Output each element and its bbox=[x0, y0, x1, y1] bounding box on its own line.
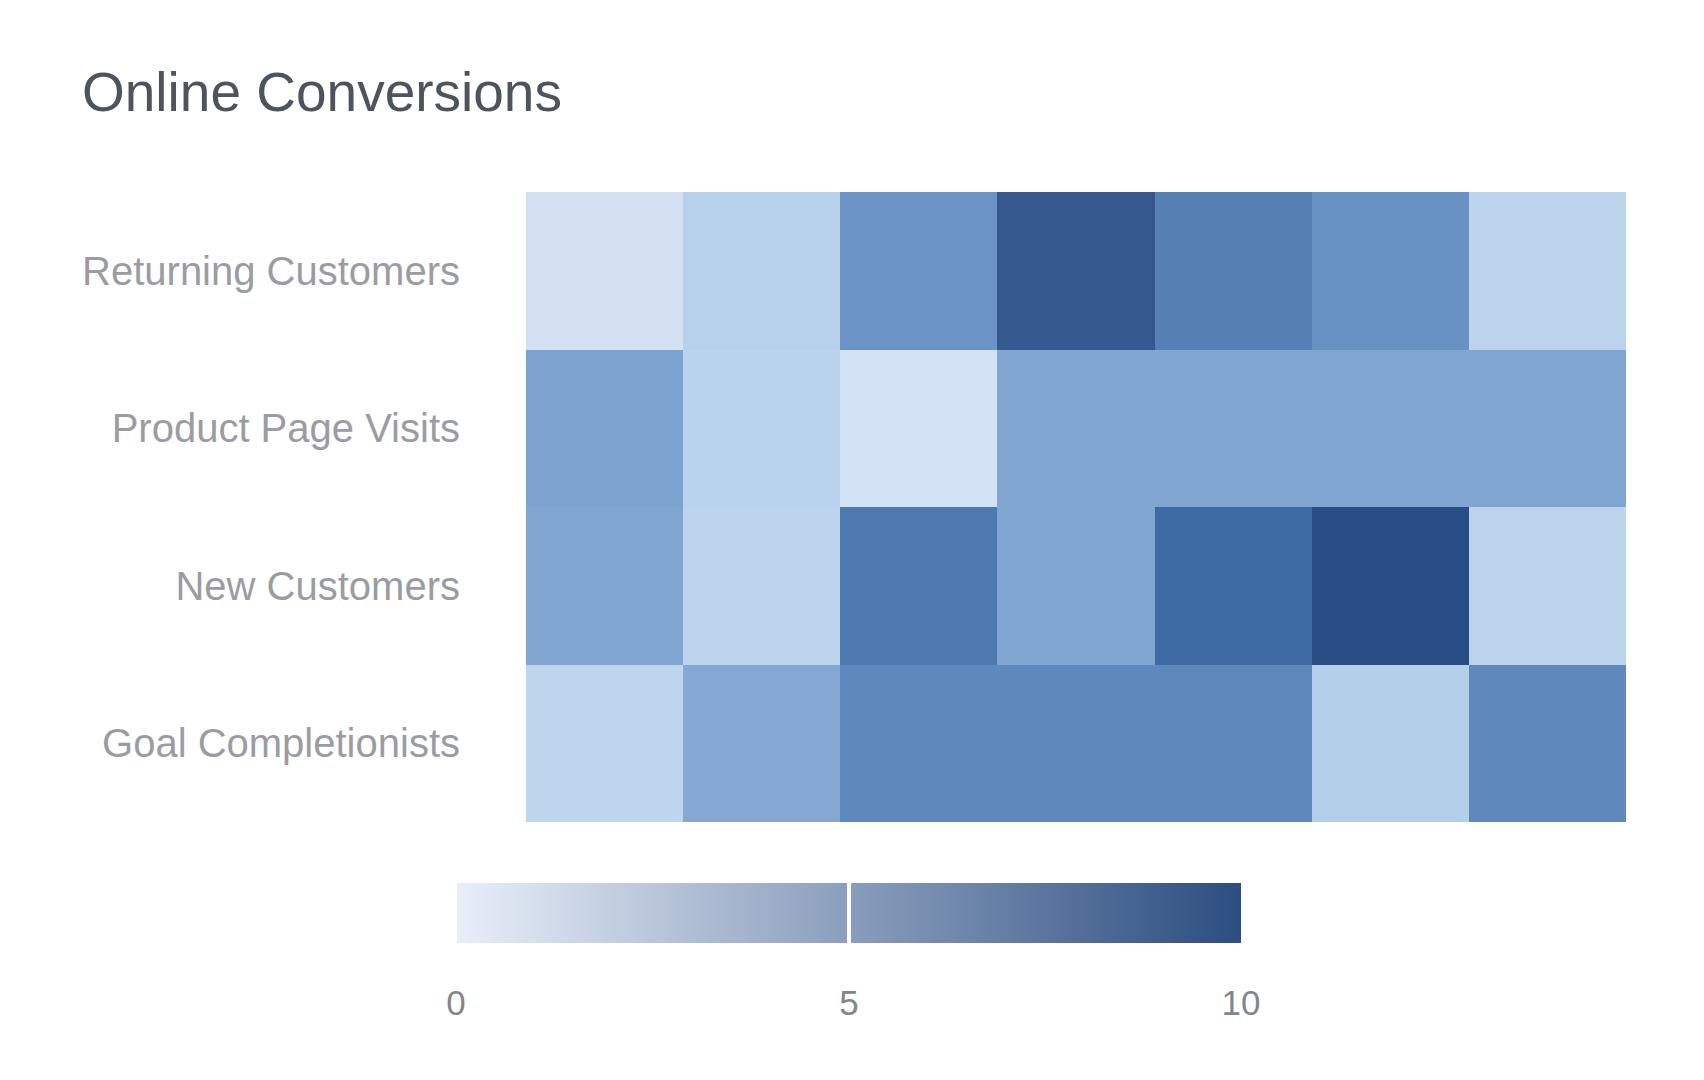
row-label-new-customers: New Customers bbox=[0, 564, 460, 608]
heatmap-cell-r1-c4 bbox=[997, 192, 1154, 350]
heatmap-cell-r3-c5 bbox=[1155, 507, 1312, 665]
heatmap-cell-r2-c1 bbox=[526, 350, 683, 508]
heatmap-cell-r3-c7 bbox=[1469, 507, 1626, 665]
heatmap-cell-r4-c1 bbox=[526, 665, 683, 823]
heatmap-cell-r4-c6 bbox=[1312, 665, 1469, 823]
heatmap-cell-r1-c6 bbox=[1312, 192, 1469, 350]
heatmap-cell-r4-c7 bbox=[1469, 665, 1626, 823]
heatmap-cell-r4-c5 bbox=[1155, 665, 1312, 823]
heatmap-cell-r1-c2 bbox=[683, 192, 840, 350]
heatmap-cell-r1-c3 bbox=[840, 192, 997, 350]
heatmap-cell-r2-c6 bbox=[1312, 350, 1469, 508]
heatmap-cell-r2-c7 bbox=[1469, 350, 1626, 508]
row-label-goal-completionists: Goal Completionists bbox=[0, 721, 460, 765]
heatmap-cell-r3-c1 bbox=[526, 507, 683, 665]
legend-gradient-bar bbox=[457, 883, 1241, 943]
row-label-returning-customers: Returning Customers bbox=[0, 249, 460, 293]
row-label-product-page-visits: Product Page Visits bbox=[0, 406, 460, 450]
heatmap-cell-r3-c2 bbox=[683, 507, 840, 665]
heatmap-cell-r2-c5 bbox=[1155, 350, 1312, 508]
heatmap-cell-r1-c1 bbox=[526, 192, 683, 350]
heatmap-cell-r3-c4 bbox=[997, 507, 1154, 665]
heatmap-cell-r2-c2 bbox=[683, 350, 840, 508]
chart-canvas: Online Conversions Returning Customers Pr… bbox=[0, 0, 1704, 1080]
heatmap-cell-r2-c4 bbox=[997, 350, 1154, 508]
legend-tick-mid: 5 bbox=[839, 985, 858, 1020]
chart-title: Online Conversions bbox=[82, 60, 562, 124]
legend-tick-min: 0 bbox=[446, 985, 465, 1020]
legend-tick-max: 10 bbox=[1222, 985, 1261, 1020]
heatmap-cell-r1-c5 bbox=[1155, 192, 1312, 350]
heatmap-grid bbox=[526, 192, 1626, 822]
heatmap-cell-r1-c7 bbox=[1469, 192, 1626, 350]
heatmap-cell-r3-c6 bbox=[1312, 507, 1469, 665]
heatmap-cell-r4-c3 bbox=[840, 665, 997, 823]
heatmap-cell-r2-c3 bbox=[840, 350, 997, 508]
heatmap-cell-r4-c4 bbox=[997, 665, 1154, 823]
heatmap-cell-r4-c2 bbox=[683, 665, 840, 823]
legend-midpoint-divider bbox=[847, 883, 851, 943]
heatmap-cell-r3-c3 bbox=[840, 507, 997, 665]
